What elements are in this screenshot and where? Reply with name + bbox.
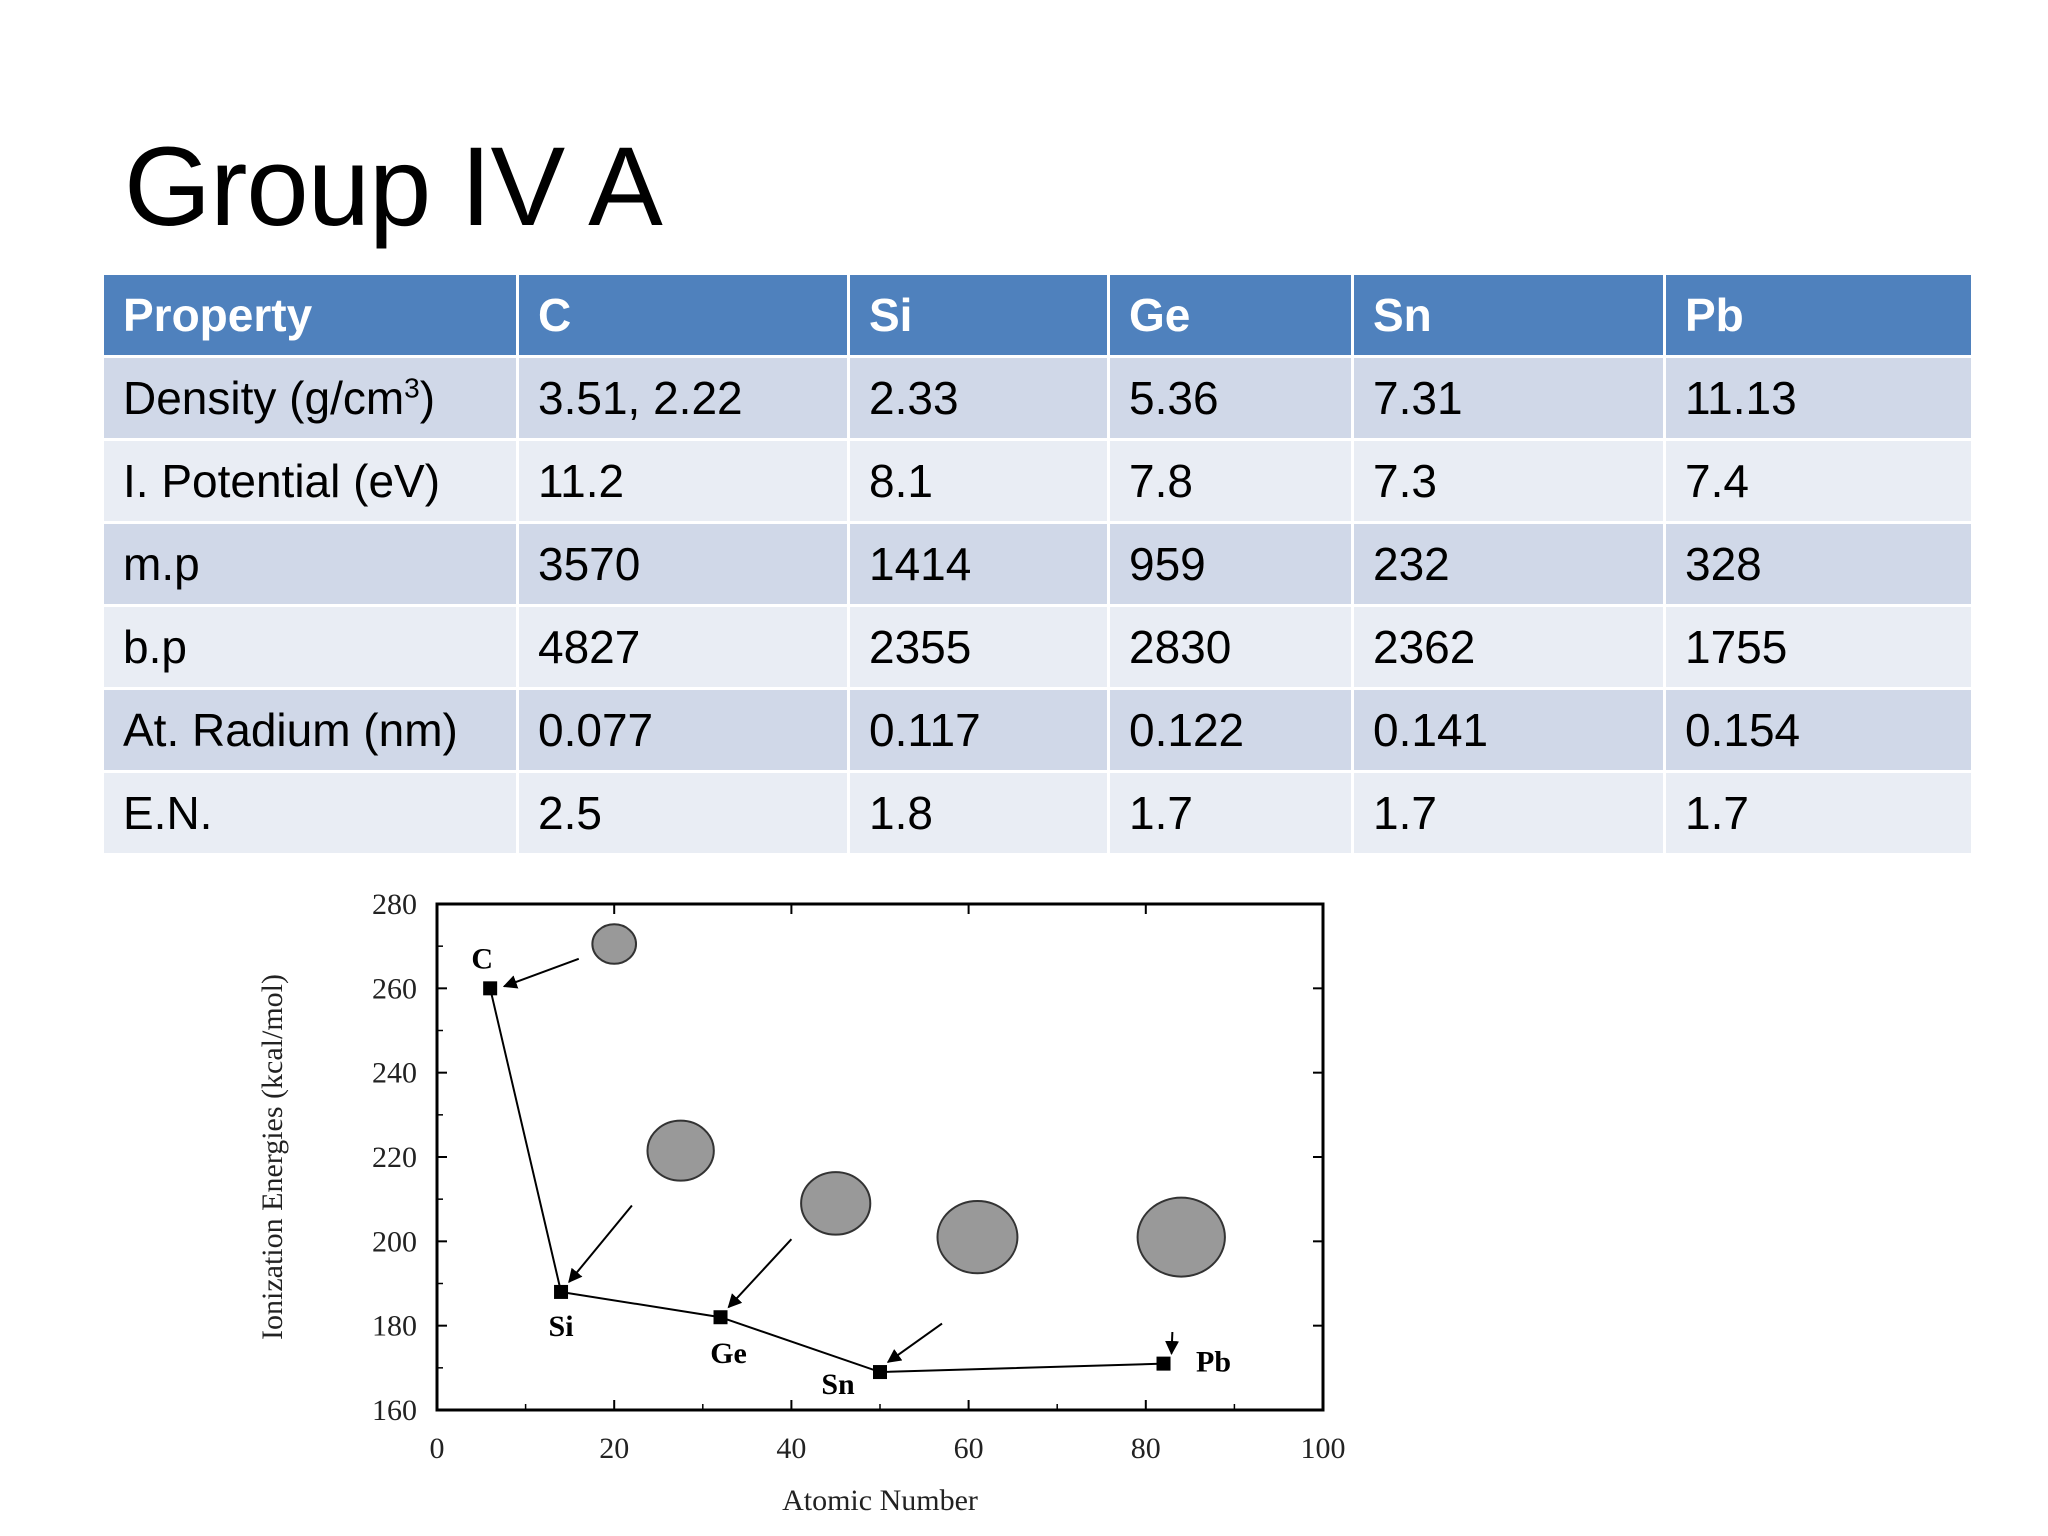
table-row-ionization-potential: I. Potential (eV) 11.2 8.1 7.8 7.3 7.4 — [104, 441, 1971, 521]
row-label-tail: ) — [419, 372, 436, 424]
data-label-si: Si — [549, 1310, 574, 1343]
table-cell: 3.51, 2.22 — [519, 358, 847, 438]
header-sn: Sn — [1354, 275, 1663, 355]
data-label-pb: Pb — [1196, 1346, 1231, 1379]
x-tick-label: 40 — [776, 1432, 806, 1465]
table-cell: 1755 — [1666, 607, 1971, 687]
y-tick-label: 160 — [372, 1394, 417, 1427]
table-cell: 4827 — [519, 607, 847, 687]
x-axis-label: Atomic Number — [782, 1484, 978, 1517]
data-point-c — [483, 981, 498, 996]
slide-title: Group IV A — [124, 124, 663, 249]
header-property: Property — [104, 275, 516, 355]
row-label-superscript: 3 — [404, 372, 420, 404]
data-label-sn: Sn — [821, 1368, 855, 1401]
atom-circle-ge — [800, 1171, 872, 1236]
x-tick-label: 0 — [430, 1432, 445, 1465]
header-c: C — [519, 275, 847, 355]
table-row-electronegativity: E.N. 2.5 1.8 1.7 1.7 1.7 — [104, 773, 1971, 853]
table-cell: 328 — [1666, 524, 1971, 604]
arrow-si — [568, 1204, 633, 1284]
table-cell: 0.154 — [1666, 690, 1971, 770]
table-cell: 7.31 — [1354, 358, 1663, 438]
table-cell: 11.13 — [1666, 358, 1971, 438]
atom-circle-si — [646, 1119, 715, 1182]
table-cell: 1.7 — [1666, 773, 1971, 853]
arrow-sn — [886, 1322, 943, 1363]
properties-table: Property C Si Ge Sn Pb Density (g/cm3) 3… — [101, 272, 1974, 856]
arrow-pb — [1165, 1331, 1180, 1356]
table-cell: 5.36 — [1110, 358, 1351, 438]
x-tick-label: 100 — [1301, 1432, 1346, 1465]
table-cell: 0.141 — [1354, 690, 1663, 770]
table-cell: 3570 — [519, 524, 847, 604]
header-pb: Pb — [1666, 275, 1971, 355]
data-point-sn — [873, 1365, 887, 1380]
table-cell: 2.33 — [850, 358, 1107, 438]
table-cell: 959 — [1110, 524, 1351, 604]
y-tick-label: 200 — [372, 1225, 417, 1258]
table-cell: 2.5 — [519, 773, 847, 853]
data-label-ge: Ge — [710, 1337, 747, 1370]
y-tick-label: 220 — [372, 1141, 417, 1174]
x-tick-label: 80 — [1131, 1432, 1161, 1465]
table-cell: 1.8 — [850, 773, 1107, 853]
data-point-ge — [713, 1310, 728, 1325]
arrow-c — [502, 957, 580, 989]
x-tick-label: 60 — [954, 1432, 984, 1465]
table-cell: 0.117 — [850, 690, 1107, 770]
data-point-si — [554, 1284, 569, 1299]
ionization-energy-chart: 0 20 40 60 80 100 160 180 200 220 240 260 280 Atomic … — [240, 878, 1360, 1533]
row-label: m.p — [104, 524, 516, 604]
y-tick-label: 180 — [372, 1310, 417, 1343]
row-label: I. Potential (eV) — [104, 441, 516, 521]
y-axis-label: Ionization Energies (kcal/mol) — [256, 974, 289, 1340]
row-label: Density (g/cm3) — [104, 358, 516, 438]
table-row-atomic-radius: At. Radium (nm) 0.077 0.117 0.122 0.141 … — [104, 690, 1971, 770]
table-cell: 7.8 — [1110, 441, 1351, 521]
data-point-pb — [1156, 1356, 1171, 1371]
atom-circle-pb — [1136, 1196, 1226, 1278]
atom-circle-sn — [936, 1199, 1019, 1275]
table-cell: 7.3 — [1354, 441, 1663, 521]
table-cell: 1.7 — [1354, 773, 1663, 853]
y-tick-label: 280 — [372, 888, 417, 921]
table-cell: 8.1 — [850, 441, 1107, 521]
header-ge: Ge — [1110, 275, 1351, 355]
table-cell: 2355 — [850, 607, 1107, 687]
y-tick-label: 240 — [372, 1057, 417, 1090]
row-label: At. Radium (nm) — [104, 690, 516, 770]
table-row-melting-point: m.p 3570 1414 959 232 328 — [104, 524, 1971, 604]
table-header-row: Property C Si Ge Sn Pb — [104, 275, 1971, 355]
row-label-text: Density (g/cm — [123, 372, 405, 424]
table-cell: 2830 — [1110, 607, 1351, 687]
chart-svg: 0 20 40 60 80 100 160 180 200 220 240 260 280 Atomic … — [256, 888, 1346, 1517]
data-label-c: C — [471, 942, 493, 975]
table-cell: 232 — [1354, 524, 1663, 604]
table-cell: 2362 — [1354, 607, 1663, 687]
header-si: Si — [850, 275, 1107, 355]
table-row-density: Density (g/cm3) 3.51, 2.22 2.33 5.36 7.3… — [104, 358, 1971, 438]
table-cell: 0.122 — [1110, 690, 1351, 770]
row-label: E.N. — [104, 773, 516, 853]
table-cell: 11.2 — [519, 441, 847, 521]
table-cell: 1.7 — [1110, 773, 1351, 853]
atom-circle-c — [591, 923, 638, 965]
arrow-ge — [727, 1238, 793, 1309]
row-label: b.p — [104, 607, 516, 687]
table-cell: 1414 — [850, 524, 1107, 604]
x-tick-label: 20 — [599, 1432, 629, 1465]
y-tick-label: 260 — [372, 972, 417, 1005]
table-cell: 7.4 — [1666, 441, 1971, 521]
table-row-boiling-point: b.p 4827 2355 2830 2362 1755 — [104, 607, 1971, 687]
table-cell: 0.077 — [519, 690, 847, 770]
